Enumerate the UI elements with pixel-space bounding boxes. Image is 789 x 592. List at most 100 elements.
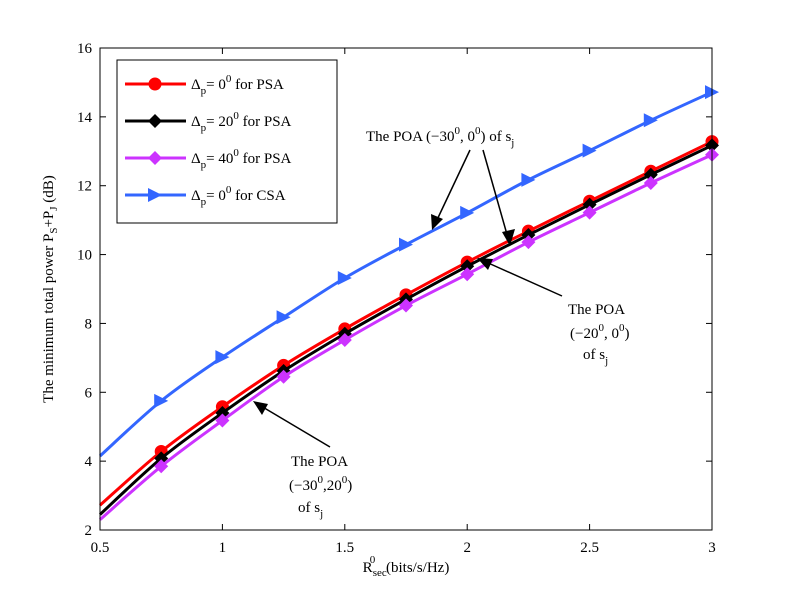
point-psa40-5 xyxy=(399,298,413,313)
y-axis-label-b: S xyxy=(48,228,60,234)
legend-label-csa0: Δp= 00 for CSA xyxy=(191,184,286,208)
point-psa40-8 xyxy=(582,205,597,220)
annotation-bottom: The POA (−300,200) of sj xyxy=(253,401,352,520)
legend-label-psa40-tail: for PSA xyxy=(239,151,292,167)
point-psa40-4 xyxy=(337,332,352,347)
point-psa40-2 xyxy=(215,413,230,428)
x-tick-label-5: 3 xyxy=(708,540,716,556)
y-tick-label-0: 2 xyxy=(85,523,93,539)
legend-label-psa40-eq: = 40 xyxy=(206,151,233,167)
x-tick-label-0: 0.5 xyxy=(91,540,110,556)
legend-label-csa0-sup: 0 xyxy=(226,184,232,196)
annotation-top-sup1: 0 xyxy=(454,125,460,137)
annotation-right-line1: The POA xyxy=(568,302,625,318)
legend-label-psa0-sub: p xyxy=(201,85,207,97)
annotation-top-sup2: 0 xyxy=(475,125,481,137)
legend-swatch-marker-csa0 xyxy=(148,188,162,202)
annotation-right-l2c: ) xyxy=(624,326,629,342)
point-csa0-3 xyxy=(276,310,291,325)
point-csa0-2 xyxy=(215,350,230,365)
annotation-bottom-l2sup1: 0 xyxy=(317,474,323,486)
y-tick-label-1: 4 xyxy=(85,454,93,470)
x-tick-label-3: 2 xyxy=(463,540,471,556)
annotation-top-mid: , 0 xyxy=(460,129,475,145)
annotation-right-arrowhead xyxy=(477,258,493,270)
point-psa40-9 xyxy=(643,175,658,190)
point-csa0-5 xyxy=(399,237,413,252)
point-csa0-1 xyxy=(154,393,169,408)
y-axis-label: The minimum total power PS+PJ (dB) xyxy=(41,175,60,403)
legend-label-psa20-eq: = 20 xyxy=(206,114,233,130)
legend-label-psa20-sub: p xyxy=(201,122,207,134)
annotation-bottom-line3: of sj xyxy=(298,500,323,520)
point-csa0-7 xyxy=(521,172,536,187)
point-psa20-8 xyxy=(582,197,597,212)
legend-label-psa20-tail: for PSA xyxy=(239,114,292,130)
point-psa40-7 xyxy=(521,235,536,250)
legend-swatch-marker-psa40 xyxy=(148,151,162,165)
legend-label-psa20: Δp= 200 for PSA xyxy=(191,110,292,134)
annotation-bottom-line1: The POA xyxy=(291,454,348,470)
annotation-top-text: The POA (−300, 00) of sj xyxy=(366,125,514,149)
y-tick-label-6: 14 xyxy=(77,110,93,126)
series-psa40 xyxy=(99,147,719,521)
legend-item-psa40: Δp= 400 for PSA xyxy=(125,147,292,171)
y-tick-label-2: 6 xyxy=(85,385,93,401)
annotation-top-arrow-left xyxy=(435,149,471,223)
point-psa20-7 xyxy=(521,227,536,242)
annotation-right-l2sup1: 0 xyxy=(598,322,604,334)
legend-label-psa0: Δp= 00 for PSA xyxy=(191,73,284,97)
annotation-top: The POA (−300, 00) of sj xyxy=(366,125,515,246)
point-psa40-6 xyxy=(460,267,475,282)
legend-label-psa20-sup: 0 xyxy=(233,110,239,122)
point-psa20-9 xyxy=(643,167,658,182)
x-axis-label-sup: 0 xyxy=(370,554,376,566)
plot-frame xyxy=(99,47,713,531)
legend-label-csa0-sub: p xyxy=(201,196,207,208)
x-tick-label-2: 1.5 xyxy=(335,540,354,556)
legend-label-psa40-delta: Δ xyxy=(191,151,201,167)
x-axis-label-sub: sec xyxy=(373,567,387,579)
legend-item-csa0: Δp= 00 for CSA xyxy=(125,184,286,208)
annotation-top-sub: j xyxy=(510,137,514,149)
legend-label-psa0-eq: = 0 xyxy=(206,77,226,93)
legend-label-psa40-sup: 0 xyxy=(233,147,239,159)
annotation-bottom-l2c: ) xyxy=(347,478,352,494)
legend-swatch-marker-psa20 xyxy=(148,114,162,128)
annotation-top-arrowhead-left xyxy=(431,214,443,230)
annotation-bottom-l3a: of s xyxy=(298,500,320,516)
annotation-bottom-l2sup2: 0 xyxy=(342,474,348,486)
x-axis-label-main: R xyxy=(363,560,373,576)
point-psa20-6 xyxy=(460,259,475,274)
y-axis-label-d: J xyxy=(48,206,60,211)
series-csa0 xyxy=(98,85,719,458)
legend-label-csa0-eq: = 0 xyxy=(206,188,226,204)
legend-label-psa40-sub: p xyxy=(201,159,207,171)
point-csa0-8 xyxy=(582,143,597,158)
legend-label-csa0-tail: for CSA xyxy=(231,188,285,204)
legend-swatch-marker-psa0 xyxy=(148,77,162,91)
legend-item-psa0: Δp= 00 for PSA xyxy=(125,73,284,97)
annotation-bottom-arrowhead xyxy=(253,401,268,415)
y-axis-label-c: +P xyxy=(41,211,57,228)
legend-item-psa20: Δp= 200 for PSA xyxy=(125,110,292,134)
y-axis-label-a: The minimum total power P xyxy=(41,234,57,403)
annotation-right-l2a: (−20 xyxy=(570,326,598,342)
legend-label-psa0-tail: for PSA xyxy=(231,77,284,93)
annotation-bottom-line2: (−300,200) xyxy=(289,474,352,494)
annotation-top-text-a: The POA (−30 xyxy=(366,129,454,145)
legend-label-psa0-sup: 0 xyxy=(226,73,232,85)
x-tick-label-1: 1 xyxy=(219,540,227,556)
annotation-right: The POA (−200, 00) of sj xyxy=(477,258,629,367)
annotation-top-arrowhead-right xyxy=(502,229,515,246)
point-csa0-6 xyxy=(460,205,475,220)
legend-label-psa0-delta: Δ xyxy=(191,77,201,93)
annotation-right-arrow xyxy=(485,261,563,297)
annotation-right-line3: of sj xyxy=(583,347,608,367)
y-tick-label-5: 12 xyxy=(77,179,92,195)
x-tick-label-4: 2.5 xyxy=(580,540,599,556)
y-tick-label-4: 10 xyxy=(77,248,92,264)
annotation-right-l2sup2: 0 xyxy=(619,322,625,334)
